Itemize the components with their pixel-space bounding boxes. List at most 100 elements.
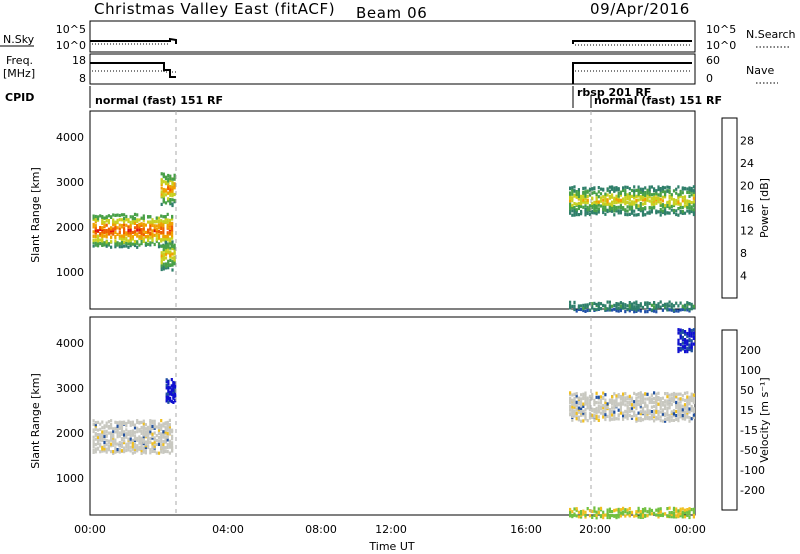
data-cell <box>622 186 625 190</box>
data-cell <box>164 435 167 439</box>
data-cell <box>683 508 687 512</box>
data-cell <box>648 210 651 214</box>
data-cell <box>94 243 97 247</box>
data-cell <box>668 211 671 215</box>
data-cell <box>162 198 165 202</box>
data-cell <box>573 411 576 416</box>
data-cell <box>160 186 163 190</box>
data-cell <box>96 237 100 241</box>
data-cell <box>664 399 667 403</box>
data-cell <box>664 190 667 194</box>
data-cell <box>153 220 156 224</box>
data-cell <box>628 409 631 414</box>
data-cell <box>167 244 170 248</box>
data-cell <box>166 438 169 442</box>
data-cell <box>661 303 664 307</box>
data-cell <box>637 207 640 212</box>
data-cell <box>166 426 169 430</box>
data-cell <box>639 207 642 211</box>
data-cell <box>686 414 689 418</box>
data-cell <box>613 198 616 202</box>
power-data-layer <box>92 172 695 314</box>
data-cell <box>127 245 130 249</box>
data-cell <box>675 417 678 421</box>
data-cell <box>659 419 662 423</box>
data-cell <box>140 228 143 232</box>
data-cell <box>127 419 130 423</box>
data-cell <box>606 202 609 206</box>
data-cell <box>168 231 171 235</box>
data-cell <box>123 430 126 434</box>
nave-label: Nave <box>746 64 774 77</box>
data-cell <box>155 234 158 238</box>
data-cell <box>677 419 680 423</box>
data-cell <box>107 221 110 225</box>
data-cell <box>169 174 172 178</box>
nave-tick-bottom: 0 <box>706 72 713 85</box>
data-cell <box>169 200 172 204</box>
data-cell <box>569 397 572 401</box>
data-cell <box>635 308 638 312</box>
data-cell <box>573 211 576 215</box>
data-cell <box>160 230 163 235</box>
data-cell <box>168 429 171 433</box>
data-cell <box>136 240 139 244</box>
data-cell <box>94 432 97 436</box>
data-cell <box>147 236 150 240</box>
data-cell <box>619 209 622 213</box>
data-cell <box>575 208 578 212</box>
data-cell <box>580 512 583 516</box>
data-cell <box>575 392 578 396</box>
data-cell <box>167 385 170 389</box>
data-cell <box>683 204 687 208</box>
power-ytick-2000: 2000 <box>56 221 84 234</box>
data-cell <box>164 193 168 197</box>
data-cell <box>686 397 689 401</box>
data-cell <box>155 216 158 220</box>
data-cell <box>94 437 97 441</box>
data-cell <box>582 306 585 310</box>
data-cell <box>577 402 580 406</box>
data-cell <box>94 450 97 454</box>
data-cell <box>677 202 680 206</box>
data-cell <box>677 511 680 515</box>
data-cell <box>646 198 649 202</box>
data-cell <box>591 304 594 308</box>
data-cell <box>170 399 173 404</box>
data-cell <box>655 307 658 311</box>
data-cell <box>608 410 611 414</box>
data-cell <box>648 411 651 415</box>
data-cell <box>571 514 574 518</box>
data-cell <box>120 240 124 244</box>
data-cell <box>114 446 117 450</box>
data-cell <box>580 413 583 417</box>
data-cell <box>608 300 611 304</box>
data-cell <box>686 513 689 517</box>
data-cell <box>582 303 585 307</box>
data-cell <box>613 196 616 200</box>
data-cell <box>681 304 684 308</box>
xtick-1200: 12:00 <box>375 523 407 536</box>
data-cell <box>173 192 176 197</box>
data-cell <box>613 399 616 403</box>
data-cell <box>644 401 647 405</box>
data-cell <box>617 194 620 198</box>
data-cell <box>670 415 673 419</box>
data-cell <box>155 425 158 429</box>
data-cell <box>94 421 97 425</box>
data-cell <box>683 305 687 309</box>
data-cell <box>105 429 108 433</box>
data-cell <box>611 514 614 518</box>
data-cell <box>110 435 113 439</box>
data-cell <box>103 424 106 428</box>
data-cell <box>162 191 165 195</box>
data-cell <box>606 307 609 311</box>
data-cell <box>650 308 653 312</box>
data-cell <box>171 434 174 438</box>
data-cell <box>593 408 596 412</box>
data-cell <box>131 423 134 427</box>
data-cell <box>659 201 662 205</box>
data-cell <box>582 411 585 415</box>
data-cell <box>602 415 605 419</box>
data-cell <box>630 406 634 410</box>
